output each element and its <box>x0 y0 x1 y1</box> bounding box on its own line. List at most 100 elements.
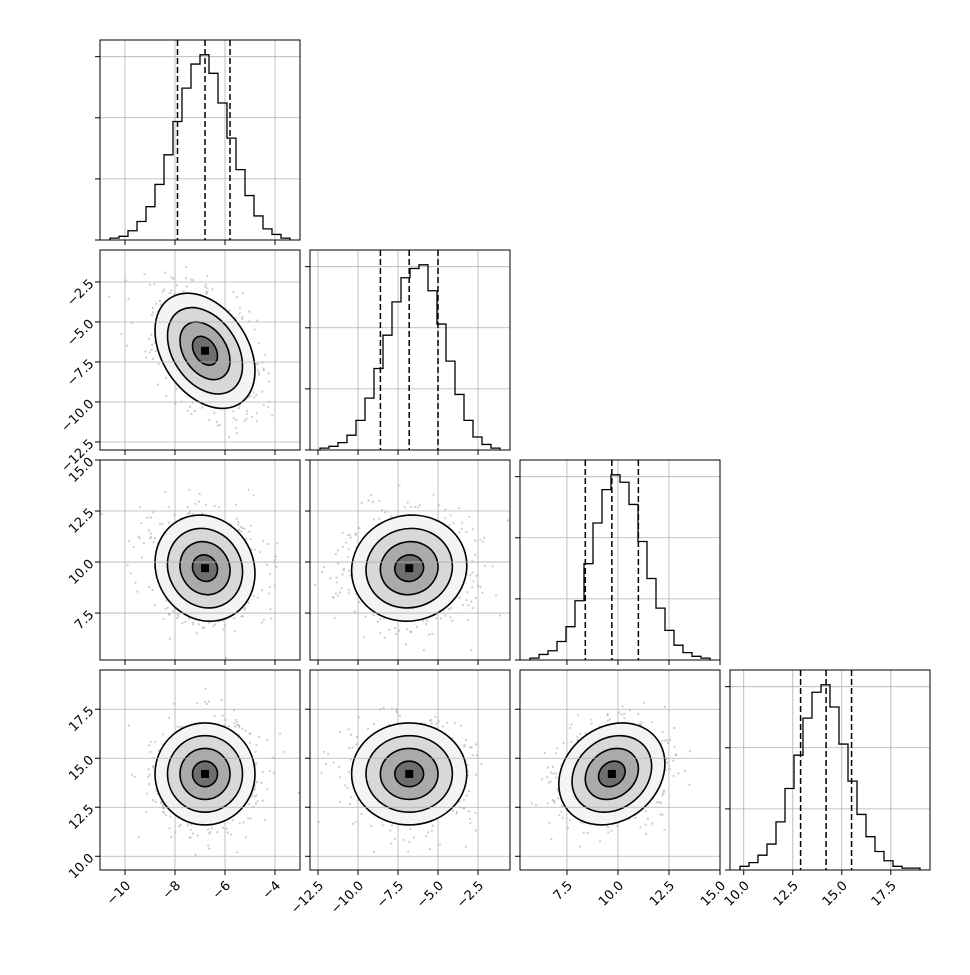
scatter-point <box>268 380 270 382</box>
scatter-point <box>211 827 213 829</box>
scatter-point <box>219 424 221 426</box>
scatter-point <box>154 741 156 743</box>
scatter-point <box>410 506 412 508</box>
scatter-point <box>154 604 156 606</box>
scatter-point <box>342 546 344 548</box>
scatter-point <box>246 418 248 420</box>
y-tick-label-1-2: −7.5 <box>64 357 97 390</box>
scatter-point <box>162 733 164 735</box>
scatter-point <box>149 284 151 286</box>
scatter-point <box>343 568 345 570</box>
scatter-point <box>152 511 154 513</box>
scatter-point <box>450 607 452 609</box>
scatter-point <box>146 793 148 795</box>
scatter-point <box>194 410 196 412</box>
scatter-point <box>435 617 437 619</box>
scatter-point <box>471 571 473 573</box>
scatter-point <box>368 500 370 502</box>
scatter-point <box>243 528 245 530</box>
scatter-point <box>152 358 154 360</box>
scatter-point <box>276 542 278 544</box>
scatter-point <box>350 796 352 798</box>
scatter-point <box>197 834 199 836</box>
scatter-point <box>469 818 471 820</box>
x-tick-label-0-3: −4 <box>260 878 284 902</box>
scatter-point <box>414 506 416 508</box>
scatter-point <box>548 822 550 824</box>
scatter-point <box>160 802 162 804</box>
scatter-point <box>167 607 169 609</box>
scatter-point <box>148 768 150 770</box>
scatter-point <box>162 618 164 620</box>
scatter-point <box>373 723 375 725</box>
scatter-point <box>108 296 110 298</box>
scatter-point <box>242 615 244 617</box>
scatter-point <box>428 633 430 635</box>
scatter-point <box>378 500 380 502</box>
scatter-point <box>358 527 360 529</box>
scatter-point <box>468 516 470 518</box>
scatter-point <box>547 766 549 768</box>
y-tick-label-1-3: −5.0 <box>64 317 97 350</box>
scatter-point <box>363 636 365 638</box>
panel-1-1 <box>305 250 510 455</box>
scatter-point <box>475 597 477 599</box>
scatter-point <box>669 739 671 741</box>
scatter-point <box>239 307 241 309</box>
scatter-point <box>444 615 446 617</box>
scatter-point <box>184 621 186 623</box>
scatter-point <box>439 844 441 846</box>
scatter-point <box>207 844 209 846</box>
density-peak <box>201 564 209 572</box>
scatter-point <box>204 701 206 703</box>
scatter-point <box>348 548 350 550</box>
scatter-point <box>255 751 257 753</box>
density-3-2 <box>531 702 691 848</box>
scatter-point <box>475 575 477 577</box>
scatter-point <box>153 283 155 285</box>
scatter-point <box>239 312 241 314</box>
scatter-point <box>325 763 327 765</box>
scatter-point <box>224 719 226 721</box>
scatter-point <box>206 703 208 705</box>
scatter-point <box>347 556 349 558</box>
scatter-point <box>250 538 252 540</box>
scatter-point <box>448 524 450 526</box>
scatter-point <box>238 724 240 726</box>
scatter-point <box>199 493 201 495</box>
scatter-point <box>469 822 471 824</box>
scatter-point <box>262 771 264 773</box>
scatter-point <box>458 507 460 509</box>
scatter-point <box>128 724 130 726</box>
scatter-point <box>431 633 433 635</box>
scatter-point <box>337 595 339 597</box>
scatter-point <box>349 803 351 805</box>
scatter-point <box>463 745 465 747</box>
scatter-point <box>187 410 189 412</box>
y-tick-label-2-1: 10.0 <box>66 557 97 588</box>
scatter-point <box>148 744 150 746</box>
scatter-point <box>432 825 434 827</box>
scatter-point <box>247 817 249 819</box>
scatter-point <box>224 624 226 626</box>
scatter-point <box>165 395 167 397</box>
scatter-point <box>194 503 196 505</box>
scatter-point <box>361 502 363 504</box>
scatter-point <box>548 782 550 784</box>
scatter-point <box>259 551 261 553</box>
scatter-point <box>147 776 149 778</box>
scatter-point <box>233 617 235 619</box>
y-tick-label-1-1: −10.0 <box>59 397 98 436</box>
scatter-point <box>181 622 183 624</box>
scatter-point <box>236 296 238 298</box>
scatter-point <box>176 284 178 286</box>
scatter-point <box>246 410 248 412</box>
scatter-point <box>175 831 177 833</box>
scatter-point <box>356 743 358 745</box>
scatter-point <box>417 506 419 508</box>
scatter-point <box>475 829 477 831</box>
scatter-point <box>607 826 609 828</box>
scatter-point <box>466 591 468 593</box>
scatter-point <box>583 832 585 834</box>
